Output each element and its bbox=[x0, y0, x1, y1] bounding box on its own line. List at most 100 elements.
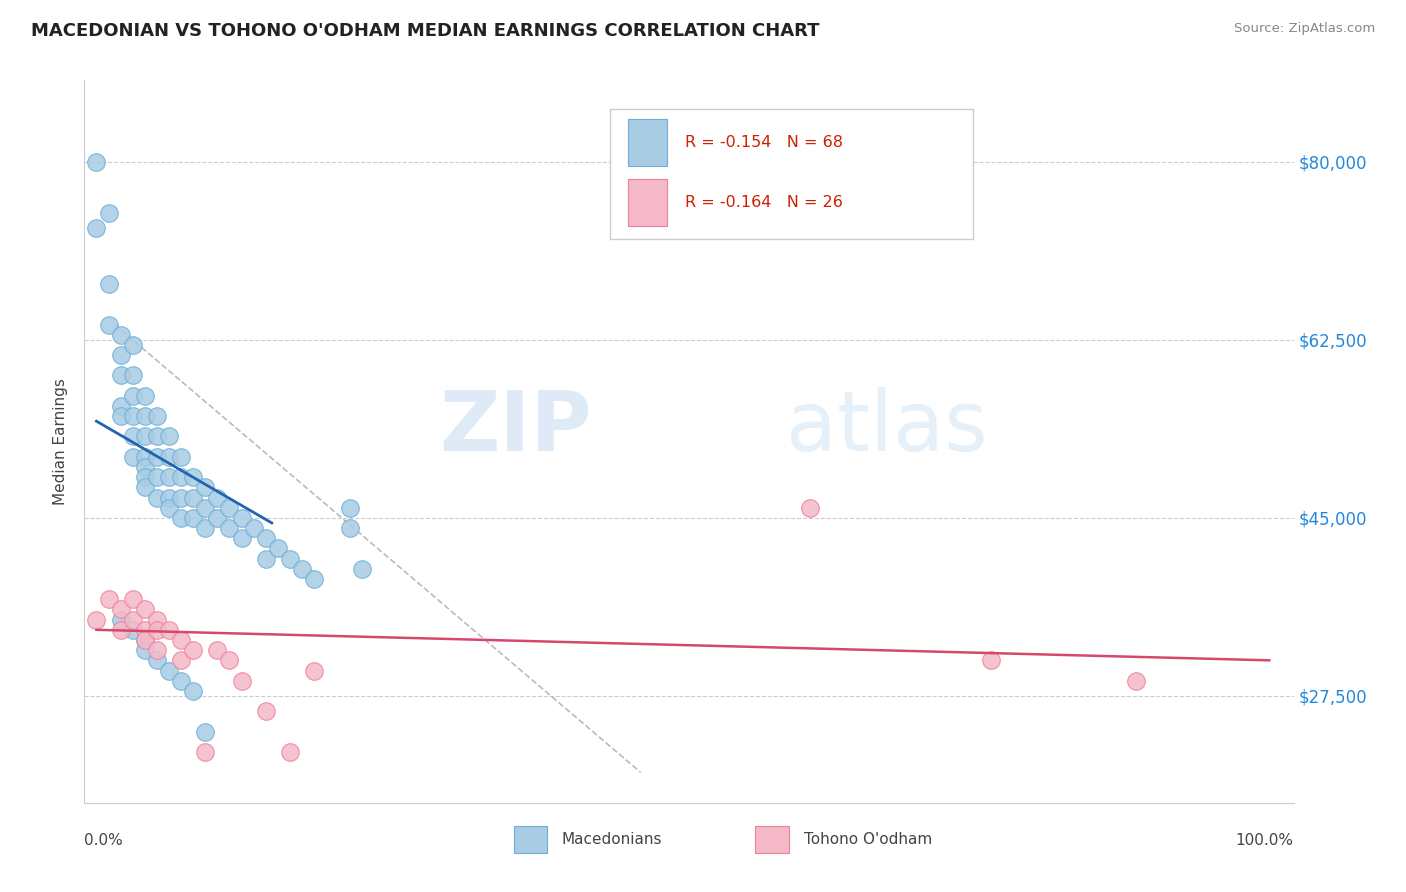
Point bbox=[157, 429, 180, 443]
Point bbox=[207, 643, 229, 657]
Point bbox=[97, 592, 120, 607]
Point bbox=[110, 327, 132, 342]
Point bbox=[157, 500, 180, 515]
Point bbox=[121, 429, 143, 443]
Point bbox=[218, 653, 240, 667]
FancyBboxPatch shape bbox=[610, 109, 973, 239]
Point bbox=[110, 613, 132, 627]
Text: R = -0.154   N = 68: R = -0.154 N = 68 bbox=[685, 136, 844, 151]
Text: Source: ZipAtlas.com: Source: ZipAtlas.com bbox=[1234, 22, 1375, 36]
Point bbox=[194, 521, 217, 535]
Point bbox=[86, 613, 108, 627]
Point bbox=[254, 704, 277, 718]
Point bbox=[267, 541, 290, 556]
Point bbox=[121, 368, 143, 383]
Point bbox=[170, 673, 193, 688]
Point bbox=[170, 450, 193, 464]
Point bbox=[207, 491, 229, 505]
Point bbox=[339, 500, 361, 515]
Point bbox=[134, 632, 156, 647]
Point bbox=[170, 511, 193, 525]
Point bbox=[146, 653, 169, 667]
Point bbox=[218, 500, 240, 515]
Point bbox=[134, 429, 156, 443]
Point bbox=[181, 643, 204, 657]
Point bbox=[181, 684, 204, 698]
Point bbox=[121, 389, 143, 403]
Point bbox=[242, 521, 264, 535]
Y-axis label: Median Earnings: Median Earnings bbox=[53, 378, 69, 505]
Point bbox=[134, 602, 156, 616]
Point bbox=[194, 724, 217, 739]
Point bbox=[157, 450, 180, 464]
Point bbox=[278, 745, 301, 759]
Point bbox=[207, 511, 229, 525]
Point bbox=[97, 318, 120, 332]
Point bbox=[134, 409, 156, 423]
Point bbox=[110, 409, 132, 423]
Point bbox=[170, 470, 193, 484]
Point bbox=[134, 470, 156, 484]
Point bbox=[157, 491, 180, 505]
Point bbox=[110, 348, 132, 362]
Point bbox=[218, 521, 240, 535]
Text: MACEDONIAN VS TOHONO O'ODHAM MEDIAN EARNINGS CORRELATION CHART: MACEDONIAN VS TOHONO O'ODHAM MEDIAN EARN… bbox=[31, 22, 820, 40]
Text: 100.0%: 100.0% bbox=[1236, 833, 1294, 848]
Point bbox=[231, 531, 253, 545]
Point bbox=[110, 602, 132, 616]
Point bbox=[194, 745, 217, 759]
Point bbox=[121, 623, 143, 637]
Point bbox=[134, 450, 156, 464]
Point bbox=[121, 338, 143, 352]
Point bbox=[110, 368, 132, 383]
Point bbox=[121, 613, 143, 627]
Point bbox=[291, 562, 314, 576]
Point bbox=[134, 389, 156, 403]
Point bbox=[339, 521, 361, 535]
Point bbox=[110, 399, 132, 413]
Point bbox=[278, 551, 301, 566]
Point bbox=[86, 220, 108, 235]
Point bbox=[121, 409, 143, 423]
Point bbox=[146, 491, 169, 505]
Point bbox=[146, 613, 169, 627]
Text: R = -0.164   N = 26: R = -0.164 N = 26 bbox=[685, 195, 844, 211]
Point bbox=[157, 470, 180, 484]
Point bbox=[134, 623, 156, 637]
Point bbox=[121, 592, 143, 607]
Point bbox=[134, 643, 156, 657]
Point bbox=[146, 409, 169, 423]
FancyBboxPatch shape bbox=[628, 179, 668, 227]
Point bbox=[121, 450, 143, 464]
Point bbox=[146, 450, 169, 464]
Text: Macedonians: Macedonians bbox=[562, 832, 662, 847]
Point bbox=[1125, 673, 1147, 688]
Point bbox=[134, 480, 156, 494]
Point bbox=[194, 500, 217, 515]
Point bbox=[134, 632, 156, 647]
Point bbox=[181, 470, 204, 484]
Text: Tohono O'odham: Tohono O'odham bbox=[804, 832, 932, 847]
FancyBboxPatch shape bbox=[755, 826, 789, 854]
Point bbox=[231, 673, 253, 688]
Text: atlas: atlas bbox=[786, 386, 987, 467]
Point bbox=[86, 154, 108, 169]
Point bbox=[97, 205, 120, 219]
Point bbox=[254, 551, 277, 566]
Point bbox=[134, 460, 156, 475]
FancyBboxPatch shape bbox=[628, 120, 668, 167]
Point bbox=[799, 500, 821, 515]
Point bbox=[302, 572, 325, 586]
Point bbox=[110, 623, 132, 637]
Text: ZIP: ZIP bbox=[440, 386, 592, 467]
Point bbox=[181, 511, 204, 525]
Point bbox=[97, 277, 120, 291]
FancyBboxPatch shape bbox=[513, 826, 547, 854]
Point bbox=[254, 531, 277, 545]
Point bbox=[352, 562, 374, 576]
Text: 0.0%: 0.0% bbox=[84, 833, 124, 848]
Point bbox=[157, 664, 180, 678]
Point bbox=[146, 623, 169, 637]
Point bbox=[170, 632, 193, 647]
Point bbox=[170, 491, 193, 505]
